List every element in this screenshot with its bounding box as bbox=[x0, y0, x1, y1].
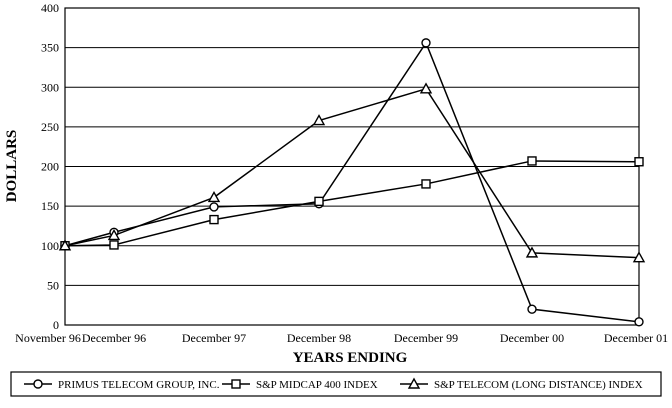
series-line bbox=[64, 41, 640, 323]
legend-label: S&P MIDCAP 400 INDEX bbox=[256, 379, 378, 391]
data-point-triangle bbox=[419, 82, 433, 94]
data-point-triangle bbox=[58, 239, 72, 251]
data-point-triangle bbox=[632, 251, 646, 263]
x-tick-label: November 96 bbox=[15, 331, 81, 345]
data-point-square bbox=[527, 156, 537, 166]
data-point-circle bbox=[33, 379, 43, 389]
data-point-circle bbox=[527, 304, 537, 314]
series-line bbox=[64, 160, 640, 247]
x-tick-label: December 97 bbox=[182, 331, 246, 345]
data-point-square bbox=[109, 240, 119, 250]
data-point-triangle bbox=[312, 114, 326, 126]
legend-label: S&P TELECOM (LONG DISTANCE) INDEX bbox=[434, 379, 643, 391]
y-tick-label: 150 bbox=[41, 199, 59, 213]
series bbox=[58, 38, 646, 327]
plot-frame bbox=[64, 7, 640, 326]
data-point-triangle bbox=[407, 377, 421, 389]
x-tick-label: December 00 bbox=[500, 331, 564, 345]
y-axis-ticks: 0 50 100 150 200 250 300 350 400 bbox=[41, 1, 59, 332]
legend: PRIMUS TELECOM GROUP, INC. S&P MIDCAP 400… bbox=[24, 377, 643, 391]
x-tick-label: December 01 bbox=[604, 331, 668, 345]
y-tick-label: 100 bbox=[41, 239, 59, 253]
gridlines bbox=[65, 47, 639, 286]
x-tick-label: December 98 bbox=[287, 331, 351, 345]
y-tick-label: 350 bbox=[41, 41, 59, 55]
data-point-triangle bbox=[525, 246, 539, 258]
legend-box bbox=[10, 371, 662, 397]
data-point-triangle bbox=[107, 229, 121, 241]
x-tick-label: December 96 bbox=[82, 331, 146, 345]
data-point-square bbox=[231, 379, 241, 389]
y-tick-label: 50 bbox=[47, 278, 59, 292]
data-point-square bbox=[209, 214, 219, 225]
series-line bbox=[64, 87, 640, 259]
y-tick-label: 200 bbox=[41, 160, 59, 174]
data-point-square bbox=[634, 157, 644, 167]
y-tick-label: 400 bbox=[41, 1, 59, 15]
y-tick-label: 250 bbox=[41, 120, 59, 134]
data-point-triangle bbox=[207, 190, 221, 203]
data-point-square bbox=[421, 179, 431, 189]
data-point-square bbox=[314, 196, 324, 207]
y-axis-title: DOLLARS bbox=[4, 130, 20, 203]
y-tick-label: 300 bbox=[41, 80, 59, 94]
data-point-circle bbox=[209, 202, 219, 212]
data-point-circle bbox=[634, 317, 644, 327]
x-tick-label: December 99 bbox=[394, 331, 458, 345]
x-axis-title: YEARS ENDING bbox=[293, 350, 408, 366]
y-tick-label: 0 bbox=[53, 318, 59, 332]
x-axis-ticks: November 96 December 96 December 97 Decembe… bbox=[15, 331, 668, 345]
legend-label: PRIMUS TELECOM GROUP, INC. bbox=[58, 379, 220, 391]
data-point-circle bbox=[421, 38, 431, 48]
